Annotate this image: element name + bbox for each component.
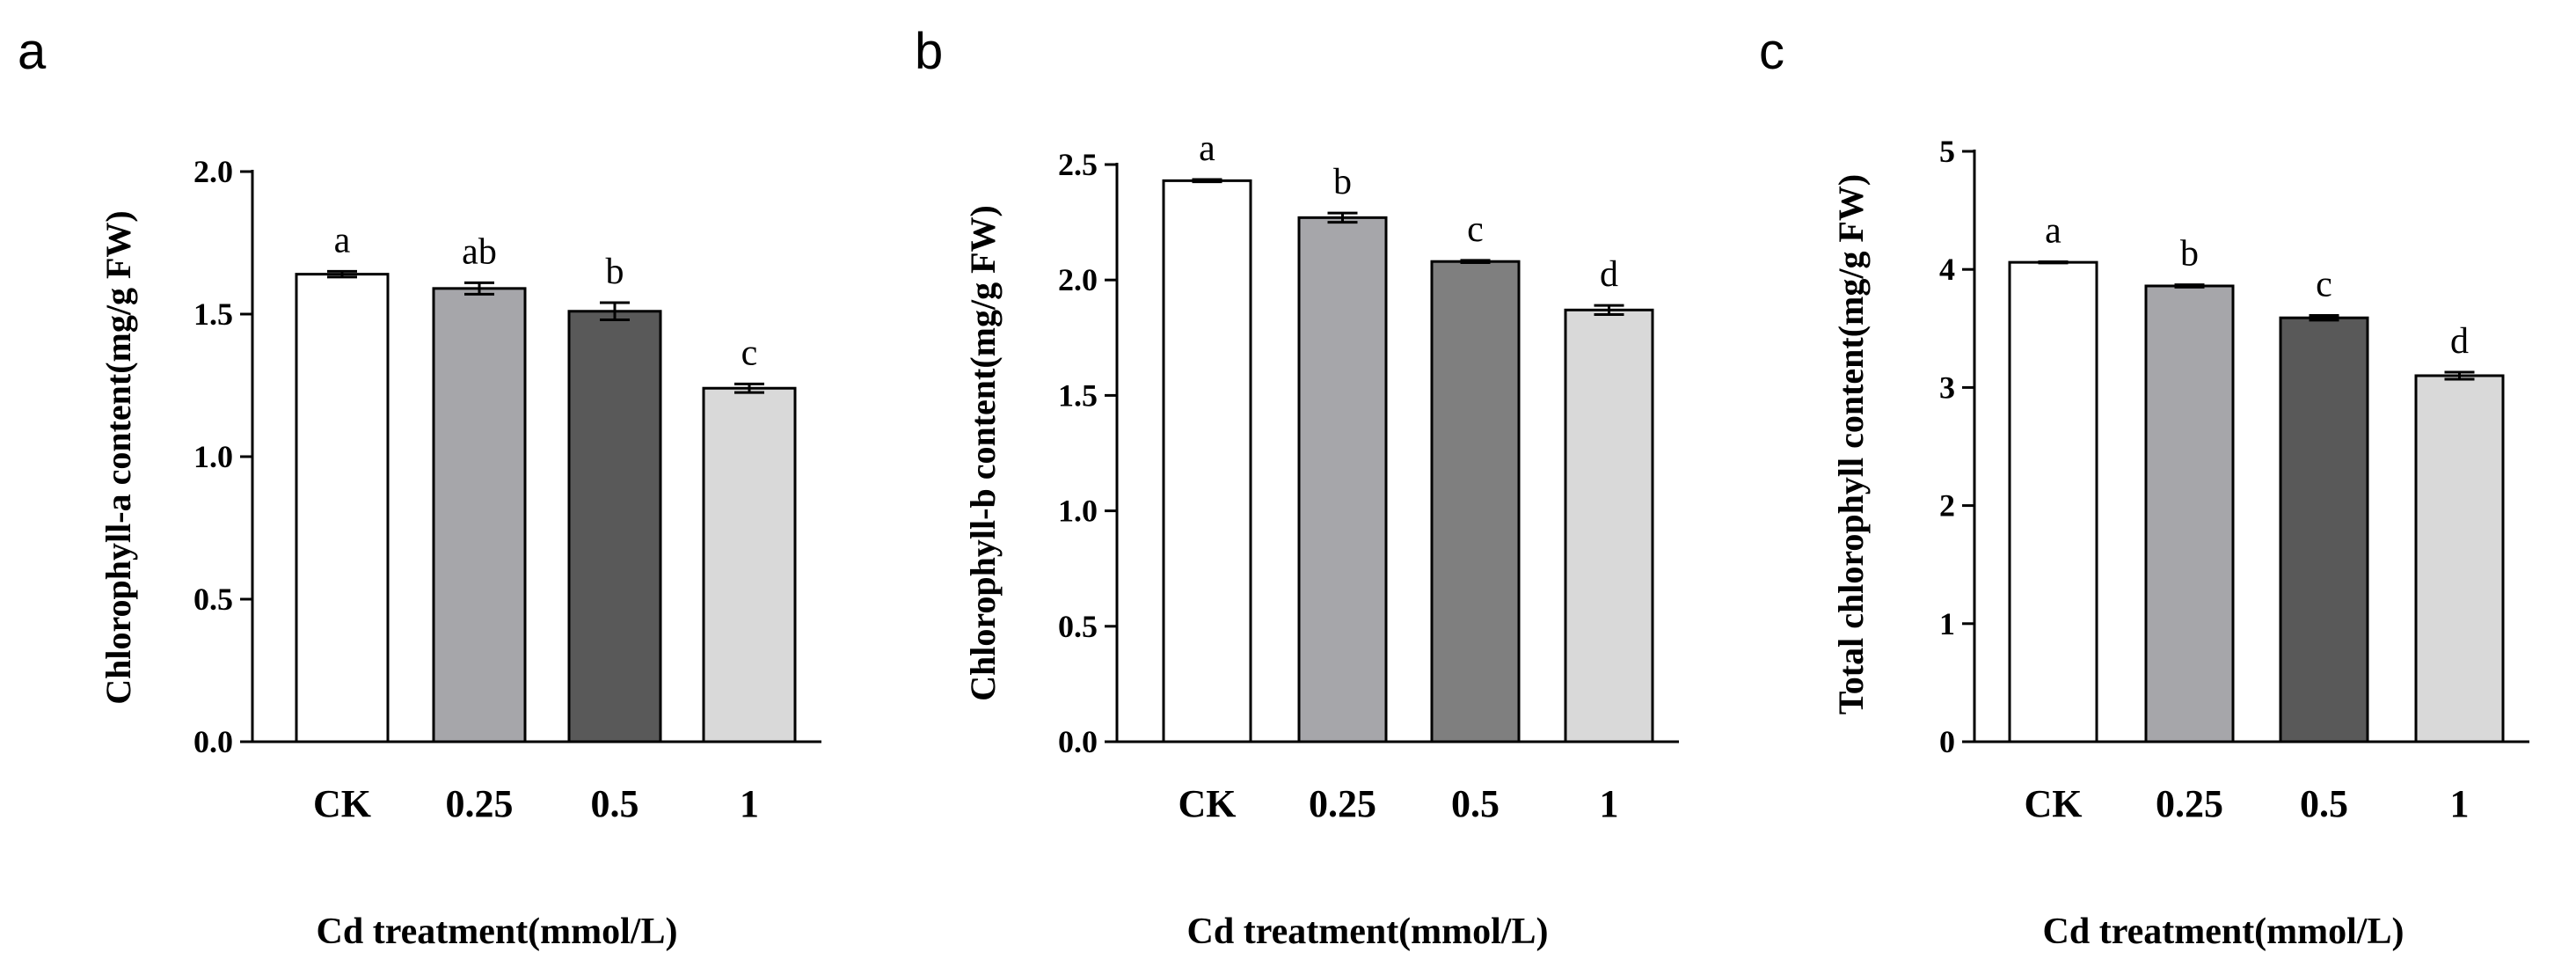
bar bbox=[1564, 308, 1654, 743]
x-tick-label: 0.5 bbox=[591, 782, 639, 825]
y-axis-label: Chlorophyll-b content(mg/g FW) bbox=[963, 205, 1003, 701]
panel-letter: c bbox=[1759, 23, 1784, 80]
bar bbox=[702, 386, 797, 743]
x-tick-label: CK bbox=[2025, 782, 2083, 825]
y-tick-label: 0.0 bbox=[193, 724, 233, 759]
significance-label: b bbox=[606, 252, 624, 292]
y-tick-label: 3 bbox=[1939, 370, 1955, 405]
x-axis-label: Cd treatment(mmol/L) bbox=[1187, 912, 1549, 952]
y-tick-label: 0.0 bbox=[1058, 724, 1098, 759]
y-tick-label: 4 bbox=[1939, 252, 1955, 287]
bar bbox=[1162, 179, 1252, 743]
significance-label: a bbox=[334, 220, 351, 260]
x-tick-label: 0.25 bbox=[446, 782, 514, 825]
plot-area: a CK b 0.25 c 0.5 d 1 0 1 2 3 4 5 bbox=[1939, 134, 2529, 825]
x-tick-label: 1 bbox=[2450, 782, 2470, 825]
y-axis-label: Total chlorophyll content(mg/g FW) bbox=[1831, 174, 1871, 714]
plot-area: a CK ab 0.25 b 0.5 c 1 0.0 0.5 1.0 1.5 2.0 bbox=[193, 154, 821, 825]
y-tick-label: 1.0 bbox=[1058, 494, 1098, 529]
significance-label: c bbox=[2316, 265, 2332, 305]
significance-label: c bbox=[1467, 209, 1484, 250]
y-tick-label: 2.0 bbox=[193, 154, 233, 189]
y-tick-label: 1.0 bbox=[193, 439, 233, 474]
y-axis-label: Chlorophyll-a content(mg/g FW) bbox=[99, 210, 138, 704]
x-tick-label: 0.25 bbox=[1309, 782, 1376, 825]
y-tick-label: 0.5 bbox=[193, 582, 233, 617]
x-axis-label: Cd treatment(mmol/L) bbox=[317, 912, 678, 952]
x-tick-label: 1 bbox=[1600, 782, 1619, 825]
significance-label: b bbox=[2180, 234, 2199, 275]
bar bbox=[295, 273, 390, 743]
significance-label: a bbox=[2045, 210, 2062, 251]
significance-label: b bbox=[1333, 162, 1352, 202]
x-tick-label: 0.25 bbox=[2156, 782, 2223, 825]
bar bbox=[2279, 316, 2369, 743]
y-tick-label: 2.0 bbox=[1058, 262, 1098, 297]
significance-label: c bbox=[741, 333, 758, 373]
y-tick-label: 1.5 bbox=[193, 297, 233, 332]
plot-area: a CK b 0.25 c 0.5 d 1 0.0 0.5 1.0 1.5 2.0 2.5 bbox=[1058, 128, 1679, 825]
significance-label: d bbox=[1600, 254, 1618, 295]
bar bbox=[1430, 260, 1521, 743]
x-tick-label: CK bbox=[1179, 782, 1237, 825]
significance-label: ab bbox=[462, 231, 497, 272]
panel-letter: b bbox=[915, 23, 943, 80]
bar bbox=[1297, 216, 1388, 743]
y-tick-label: 2 bbox=[1939, 488, 1955, 524]
y-tick-label: 1 bbox=[1939, 606, 1955, 641]
y-tick-label: 0.5 bbox=[1058, 609, 1098, 644]
x-tick-label: 1 bbox=[740, 782, 759, 825]
x-axis-label: Cd treatment(mmol/L) bbox=[2043, 912, 2405, 952]
bar bbox=[567, 310, 662, 743]
y-tick-label: 5 bbox=[1939, 134, 1955, 169]
panel-a: a Chlorophyll-a content(mg/g FW) Cd trea… bbox=[18, 23, 821, 952]
panel-b: b Chlorophyll-b content(mg/g FW) Cd trea… bbox=[915, 23, 1679, 952]
y-tick-label: 2.5 bbox=[1058, 147, 1098, 182]
bar bbox=[432, 287, 527, 743]
panel-c: c Total chlorophyll content(mg/g FW) Cd … bbox=[1759, 23, 2529, 952]
panel-letter: a bbox=[18, 23, 47, 80]
y-tick-label: 1.5 bbox=[1058, 377, 1098, 413]
bar bbox=[2414, 374, 2505, 743]
y-tick-label: 0 bbox=[1939, 724, 1955, 759]
significance-label: d bbox=[2450, 321, 2469, 362]
x-tick-label: 0.5 bbox=[2300, 782, 2348, 825]
x-tick-label: 0.5 bbox=[1451, 782, 1500, 825]
bar bbox=[2008, 260, 2098, 743]
bar bbox=[2144, 284, 2235, 743]
x-tick-label: CK bbox=[313, 782, 371, 825]
significance-label: a bbox=[1199, 128, 1215, 169]
